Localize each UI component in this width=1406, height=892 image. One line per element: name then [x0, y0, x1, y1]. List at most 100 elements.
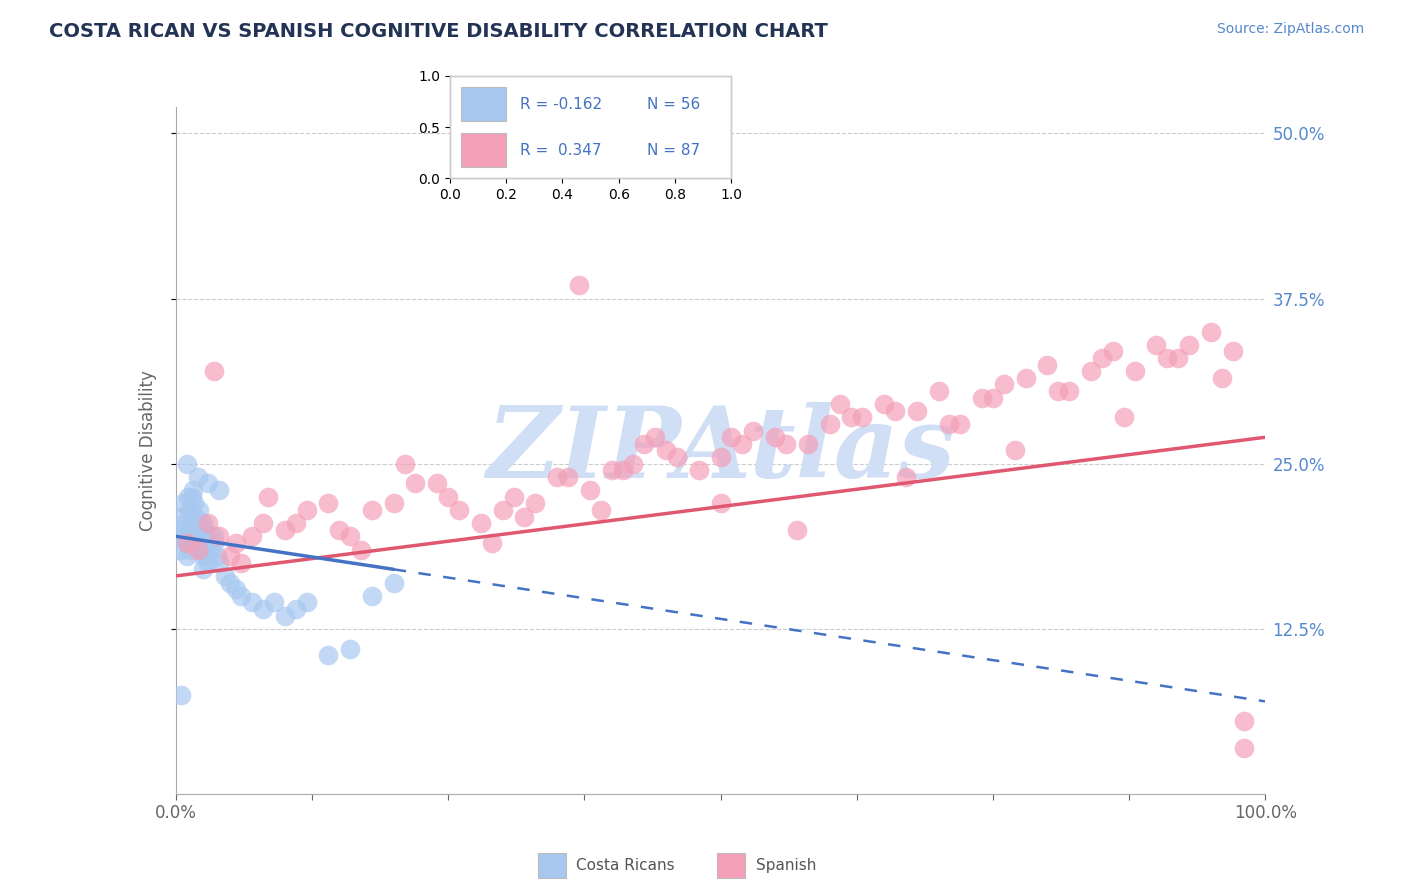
Point — [173, 516, 195, 530]
Point — [174, 536, 197, 550]
Text: ZIPAtlas: ZIPAtlas — [486, 402, 955, 499]
Point — [257, 490, 280, 504]
Point — [184, 509, 207, 524]
Point — [1156, 351, 1178, 365]
Point — [170, 529, 193, 543]
Point — [195, 549, 218, 563]
Point — [177, 490, 200, 504]
Point — [731, 437, 754, 451]
Point — [1233, 714, 1256, 729]
Text: N = 56: N = 56 — [647, 96, 700, 112]
Point — [202, 529, 225, 543]
Point — [405, 476, 427, 491]
Point — [981, 391, 1004, 405]
Point — [186, 523, 208, 537]
Point — [274, 523, 297, 537]
Text: Spanish: Spanish — [756, 858, 815, 872]
Point — [295, 595, 318, 609]
Point — [181, 509, 204, 524]
Point — [252, 516, 274, 530]
Point — [928, 384, 950, 398]
Point — [742, 424, 765, 438]
Point — [190, 536, 212, 550]
Point — [949, 417, 972, 431]
Point — [818, 417, 841, 431]
Point — [225, 536, 247, 550]
Point — [621, 457, 644, 471]
Point — [208, 556, 231, 570]
Point — [263, 595, 285, 609]
Y-axis label: Cognitive Disability: Cognitive Disability — [139, 370, 157, 531]
Point — [394, 457, 416, 471]
Point — [579, 483, 602, 497]
Point — [208, 529, 231, 543]
Point — [181, 483, 204, 497]
Point — [176, 457, 198, 471]
Point — [179, 523, 201, 537]
Point — [1080, 364, 1102, 378]
Point — [972, 391, 994, 405]
Point — [183, 496, 205, 510]
Point — [191, 562, 214, 576]
Point — [851, 410, 873, 425]
Point — [894, 470, 917, 484]
Point — [688, 463, 710, 477]
Point — [295, 503, 318, 517]
Point — [339, 641, 361, 656]
Point — [841, 410, 863, 425]
Point — [197, 476, 219, 491]
Point — [205, 549, 228, 563]
Point — [513, 509, 536, 524]
Bar — [717, 853, 745, 878]
Point — [231, 589, 253, 603]
Point — [214, 569, 236, 583]
Point — [600, 463, 623, 477]
Point — [328, 523, 350, 537]
Point — [225, 582, 247, 596]
Point — [502, 490, 524, 504]
Point — [172, 496, 194, 510]
Point — [1015, 371, 1038, 385]
Point — [905, 404, 928, 418]
Point — [284, 516, 307, 530]
Point — [1123, 364, 1146, 378]
Point — [589, 503, 612, 517]
Point — [1004, 443, 1026, 458]
Point — [169, 542, 191, 557]
Point — [775, 437, 797, 451]
Point — [1047, 384, 1070, 398]
Point — [181, 536, 204, 550]
Point — [763, 430, 786, 444]
Point — [208, 483, 231, 497]
Point — [1112, 410, 1135, 425]
Point — [180, 542, 202, 557]
Point — [202, 364, 225, 378]
Point — [382, 575, 405, 590]
Point — [524, 496, 547, 510]
Point — [546, 470, 568, 484]
Point — [350, 542, 373, 557]
Point — [318, 648, 340, 663]
Point — [188, 516, 211, 530]
Point — [186, 542, 209, 557]
Point — [492, 503, 515, 517]
Point — [197, 516, 219, 530]
Point — [187, 503, 209, 517]
Point — [786, 523, 808, 537]
Point — [231, 556, 253, 570]
Point — [470, 516, 492, 530]
Point — [1036, 358, 1059, 372]
Point — [240, 529, 263, 543]
Point — [1102, 344, 1125, 359]
Point — [167, 523, 190, 537]
Bar — [537, 853, 565, 878]
Point — [200, 542, 222, 557]
Point — [873, 397, 896, 411]
Text: Costa Ricans: Costa Ricans — [576, 858, 675, 872]
Point — [437, 490, 460, 504]
Point — [1199, 325, 1222, 339]
Point — [557, 470, 579, 484]
Point — [176, 549, 198, 563]
Point — [797, 437, 820, 451]
Point — [1222, 344, 1244, 359]
